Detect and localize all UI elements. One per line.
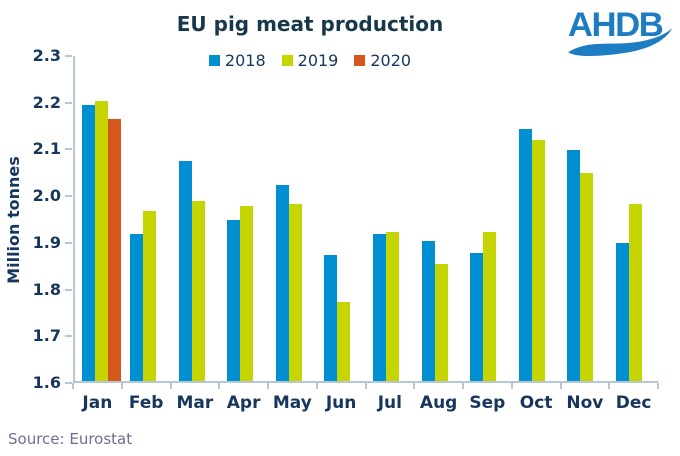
y-tick — [65, 382, 72, 384]
bar-2019-sep — [483, 231, 497, 381]
x-axis-label-mar: Mar — [176, 393, 214, 413]
bar-2018-jun — [324, 254, 338, 381]
chart-title: EU pig meat production — [176, 12, 444, 36]
month-cell-feb — [124, 56, 173, 381]
x-axis-label-may: May — [272, 393, 312, 413]
bar-2019-mar — [191, 201, 205, 381]
month-cell-jan — [75, 56, 124, 381]
x-tick — [72, 383, 74, 389]
x-axis-label-jun: Jun — [325, 393, 357, 413]
bar-2019-may — [288, 203, 302, 381]
bar-2020-jan — [107, 119, 121, 381]
month-cell-oct — [512, 56, 561, 381]
x-tick — [510, 383, 513, 389]
y-tick-label-2.0: 2.0 — [32, 186, 61, 206]
legend-label-2018: 2018 — [224, 51, 266, 70]
bar-2018-mar — [178, 161, 192, 381]
month-cell-nov — [561, 56, 610, 381]
source-note: Source: Eurostat — [8, 430, 133, 448]
legend-item-2019: 2019 — [281, 51, 339, 70]
month-cell-mar — [172, 56, 221, 381]
y-tick — [65, 241, 72, 244]
bar-2019-jul — [386, 231, 400, 381]
bar-2019-dec — [628, 203, 642, 381]
legend-swatch-2020-icon — [354, 55, 366, 66]
x-axis-label-dec: Dec — [615, 393, 652, 413]
bar-2018-jul — [373, 233, 387, 381]
bar-2018-sep — [470, 252, 484, 381]
bar-2019-nov — [580, 173, 594, 381]
bar-2018-aug — [421, 240, 435, 381]
x-tick — [267, 383, 269, 389]
y-tick-label-1.8: 1.8 — [32, 279, 61, 299]
x-tick — [120, 383, 123, 389]
month-cell-apr — [221, 56, 270, 381]
legend-swatch-2019-icon — [281, 55, 293, 66]
legend-item-2018: 2018 — [208, 51, 266, 70]
plot-area — [73, 56, 658, 383]
month-cell-may — [269, 56, 318, 381]
x-axis-label-aug: Aug — [419, 393, 458, 413]
x-tick — [169, 383, 172, 389]
month-cell-aug — [415, 56, 464, 381]
x-tick — [559, 383, 562, 389]
x-axis-label-jan: Jan — [82, 393, 113, 413]
bar-2018-dec — [615, 243, 629, 381]
bar-2019-oct — [531, 140, 545, 381]
bar-2019-aug — [434, 264, 448, 381]
bar-2018-jan — [81, 105, 95, 381]
x-axis-label-jul: Jul — [377, 393, 402, 413]
x-axis-label-apr: Apr — [226, 393, 261, 413]
bar-2019-feb — [143, 210, 157, 381]
ahdb-logo-wave-icon — [567, 28, 673, 57]
x-tick — [364, 383, 367, 389]
bar-2019-apr — [240, 205, 254, 381]
x-tick — [462, 383, 464, 389]
y-tick — [65, 148, 72, 151]
bar-2018-nov — [567, 149, 581, 381]
x-axis-label-nov: Nov — [566, 393, 604, 413]
y-tick-label-2.2: 2.2 — [32, 92, 61, 112]
chart-legend: 2018 2019 2020 — [0, 51, 620, 70]
month-cell-sep — [464, 56, 513, 381]
x-axis-label-feb: Feb — [128, 393, 164, 413]
bar-2018-may — [275, 184, 289, 381]
month-cell-jun — [318, 56, 367, 381]
y-tick-label-1.7: 1.7 — [32, 326, 61, 346]
y-tick-label-2.1: 2.1 — [32, 139, 61, 159]
bar-2018-feb — [130, 233, 144, 381]
legend-swatch-2018-icon — [208, 55, 220, 66]
ahdb-logo-text: AHDB — [568, 6, 663, 44]
y-tick — [65, 335, 72, 338]
y-tick — [65, 55, 72, 57]
bar-2019-jun — [337, 301, 351, 381]
y-tick — [65, 288, 72, 291]
x-tick — [608, 383, 611, 389]
x-tick — [657, 383, 659, 389]
legend-label-2019: 2019 — [297, 51, 339, 70]
bar-2019-jan — [94, 100, 108, 381]
x-axis-label-oct: Oct — [519, 393, 553, 413]
x-axis-label-sep: Sep — [469, 393, 506, 413]
y-tick-label-2.3: 2.3 — [32, 46, 61, 65]
legend-item-2020: 2020 — [354, 51, 411, 70]
bar-2018-apr — [227, 219, 241, 381]
x-tick — [315, 383, 318, 389]
y-tick — [65, 101, 72, 104]
ahdb-logo: AHDB — [567, 6, 673, 57]
y-tick — [65, 195, 72, 198]
bar-2018-oct — [518, 128, 532, 381]
x-tick — [218, 383, 221, 389]
legend-label-2020: 2020 — [370, 51, 412, 70]
y-tick-label-1.6: 1.6 — [32, 373, 61, 392]
x-tick — [413, 383, 416, 389]
y-axis-title: Million tonnes — [4, 156, 23, 284]
y-tick-label-1.9: 1.9 — [32, 232, 61, 252]
month-cell-jul — [366, 56, 415, 381]
month-cell-dec — [609, 56, 658, 381]
